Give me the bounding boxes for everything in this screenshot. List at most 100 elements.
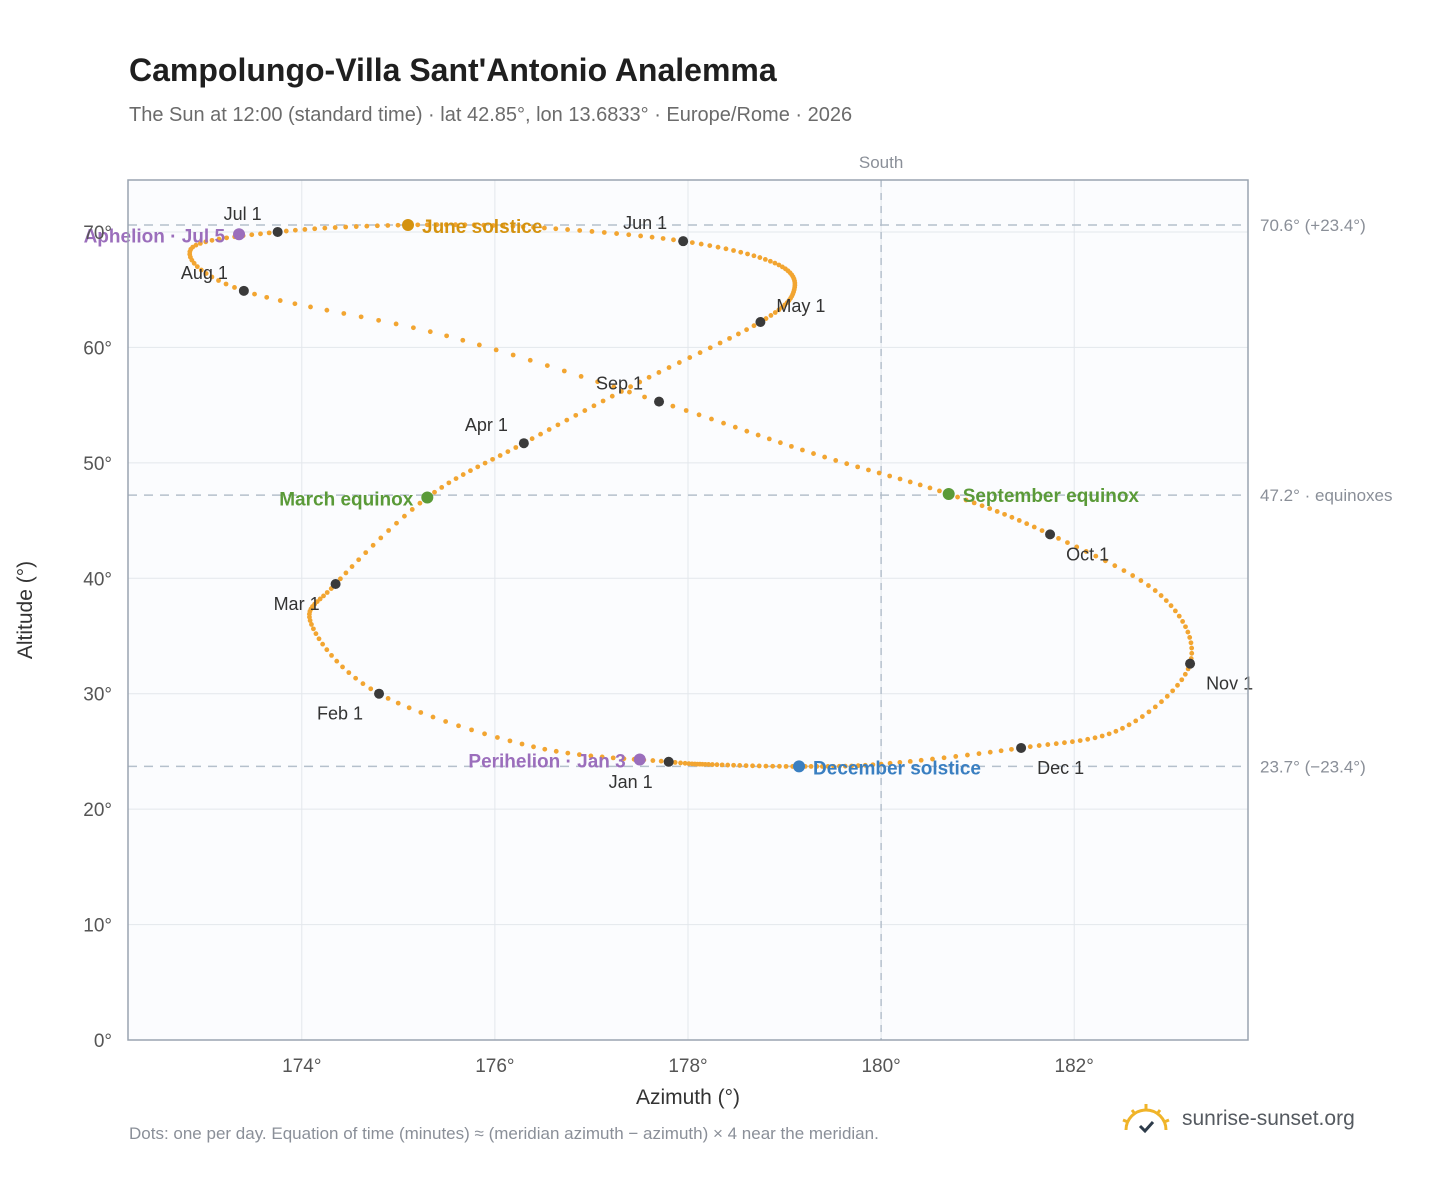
daily-sun-dot	[1189, 645, 1195, 651]
month-marker-label: May 1	[776, 296, 825, 316]
month-marker-dot	[330, 579, 341, 590]
daily-sun-dot	[495, 735, 500, 740]
reference-line-label: 23.7° (−23.4°)	[1260, 757, 1366, 776]
month-marker-dot	[1185, 658, 1196, 669]
daily-sun-dot	[520, 224, 526, 230]
daily-sun-dot	[1083, 549, 1089, 554]
daily-sun-dot	[324, 647, 330, 653]
daily-sun-dot	[766, 436, 772, 442]
brand-name: sunrise-sunset.org	[1182, 1107, 1355, 1130]
daily-sun-dot	[424, 222, 430, 228]
daily-sun-dot	[1027, 744, 1033, 750]
daily-sun-dot	[676, 360, 682, 365]
y-tick-label: 30°	[83, 685, 112, 706]
month-marker-label: Sep 1	[596, 374, 643, 394]
daily-sun-dot	[763, 763, 769, 769]
daily-sun-dot	[614, 231, 619, 236]
y-tick-label: 10°	[83, 916, 112, 937]
y-tick-label: 0°	[94, 1031, 112, 1052]
daily-sun-dot	[249, 232, 255, 238]
event-marker-dot	[793, 760, 806, 773]
daily-sun-dot	[531, 744, 536, 750]
daily-sun-dot	[887, 760, 893, 766]
daily-sun-dot	[432, 489, 437, 495]
reference-line-label: 47.2° · equinoxes	[1260, 486, 1393, 505]
daily-sun-dot	[402, 513, 407, 519]
daily-sun-dot	[456, 723, 461, 729]
daily-sun-dot	[1183, 624, 1188, 630]
daily-sun-dot	[1039, 528, 1045, 534]
event-marker-dot	[942, 487, 955, 500]
daily-sun-dot	[808, 764, 814, 769]
daily-sun-dot	[343, 570, 349, 576]
daily-sun-dot	[360, 681, 366, 687]
daily-sun-dot	[544, 363, 550, 369]
daily-sun-dot	[531, 224, 536, 230]
y-tick-label: 50°	[83, 454, 112, 475]
daily-sun-dot	[1092, 735, 1098, 741]
daily-sun-dot	[1126, 722, 1132, 728]
event-marker-dot	[233, 228, 246, 241]
month-marker-dot	[755, 316, 766, 327]
daily-sun-dot	[689, 240, 695, 245]
daily-sun-dot	[611, 384, 617, 390]
month-marker-label: Jan 1	[609, 772, 653, 792]
daily-sun-dot	[316, 636, 322, 642]
daily-sun-dot	[737, 763, 743, 768]
brand[interactable]: sunrise-sunset.org	[1120, 1102, 1355, 1136]
daily-sun-dot	[855, 763, 861, 769]
month-marker-label: Oct 1	[1066, 544, 1109, 564]
daily-sun-dot	[1163, 598, 1169, 603]
daily-sun-dot	[1176, 613, 1182, 619]
daily-sun-dot	[650, 758, 656, 763]
daily-sun-dot	[471, 222, 477, 228]
daily-sun-dot	[292, 301, 298, 307]
daily-sun-dot	[953, 754, 959, 759]
daily-sun-dot	[469, 727, 474, 733]
daily-sun-dot	[1085, 736, 1091, 742]
daily-sun-dot	[561, 368, 567, 374]
daily-sun-dot	[1045, 742, 1051, 747]
daily-sun-dot	[510, 223, 516, 229]
daily-sun-dot	[897, 476, 903, 482]
daily-sun-dot	[717, 340, 723, 346]
event-label: Perihelion · Jan 3	[468, 751, 625, 772]
daily-sun-dot	[709, 762, 715, 767]
daily-sun-dot	[553, 748, 559, 754]
daily-sun-dot	[842, 763, 848, 769]
month-marker-dot	[272, 226, 283, 237]
y-axis-label: Altitude (°)	[14, 561, 37, 659]
x-tick-label: 174°	[282, 1056, 321, 1077]
daily-sun-dot	[757, 255, 763, 260]
daily-sun-dot	[578, 373, 584, 379]
daily-sun-dot	[505, 449, 511, 454]
daily-sun-dot	[542, 746, 548, 752]
y-tick-label: 40°	[83, 569, 112, 590]
daily-sun-dot	[1152, 704, 1158, 710]
daily-sun-dot	[971, 500, 977, 506]
daily-sun-dot	[595, 379, 601, 385]
daily-sun-dot	[770, 763, 776, 769]
event-marker-dot	[633, 753, 646, 766]
daily-sun-dot	[876, 470, 882, 476]
daily-sun-dot	[364, 223, 370, 229]
daily-sun-dot	[1139, 714, 1145, 719]
daily-sun-dot	[194, 264, 200, 270]
daily-sun-dot	[394, 520, 399, 526]
daily-sun-dot	[223, 281, 229, 287]
page-subtitle: The Sun at 12:00 (standard time) · lat 4…	[129, 104, 853, 126]
daily-sun-dot	[745, 251, 750, 257]
event-label: Aphelion · Jul 5	[84, 226, 226, 247]
daily-sun-dot	[1009, 746, 1014, 752]
daily-sun-dot	[672, 760, 678, 765]
month-marker-dot	[654, 396, 665, 407]
x-tick-label: 180°	[861, 1056, 900, 1077]
daily-sun-dot	[725, 762, 731, 768]
daily-sun-dot	[266, 230, 272, 236]
daily-sun-dot	[1182, 671, 1188, 677]
daily-sun-dot	[439, 484, 445, 490]
daily-sun-dot	[1053, 741, 1059, 747]
daily-sun-dot	[907, 479, 913, 485]
daily-sun-dot	[709, 416, 714, 422]
daily-sun-dot	[311, 626, 316, 632]
